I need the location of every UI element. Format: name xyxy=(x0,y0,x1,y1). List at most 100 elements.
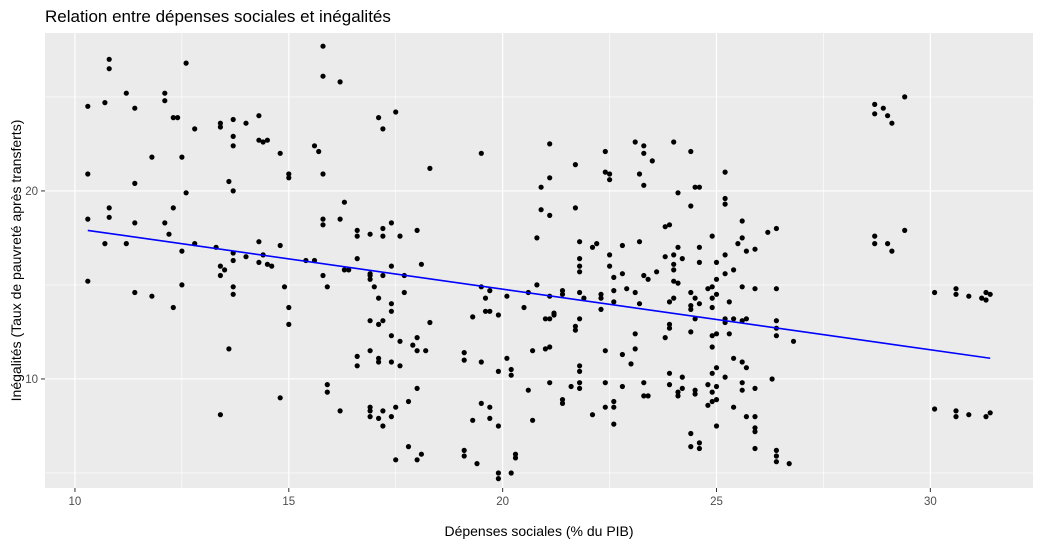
major-gridlines xyxy=(45,33,1033,488)
trend-line xyxy=(87,229,991,360)
data-point xyxy=(102,100,108,106)
data-point xyxy=(405,444,412,450)
data-point xyxy=(666,325,673,331)
data-point xyxy=(410,342,416,348)
data-point xyxy=(85,278,91,284)
data-point xyxy=(149,154,155,160)
data-point xyxy=(106,205,112,211)
data-point xyxy=(902,94,908,100)
data-point xyxy=(662,335,668,341)
data-point xyxy=(217,272,223,279)
x-tick-label: 20 xyxy=(496,496,509,508)
data-point xyxy=(632,289,638,296)
data-point xyxy=(679,256,685,262)
data-point xyxy=(611,398,617,405)
data-point xyxy=(577,380,583,386)
chart-title: Relation entre dépenses sociales et inég… xyxy=(45,7,391,26)
data-point xyxy=(530,348,536,354)
data-point xyxy=(85,103,91,109)
data-point xyxy=(132,289,138,296)
data-point xyxy=(106,214,112,220)
data-point xyxy=(709,333,715,339)
data-point xyxy=(547,141,553,147)
data-point xyxy=(461,357,467,363)
data-point xyxy=(722,201,728,207)
data-point xyxy=(773,459,780,465)
data-point xyxy=(696,259,703,265)
data-point xyxy=(376,359,382,365)
data-point xyxy=(474,461,480,467)
data-point xyxy=(594,241,600,247)
data-point xyxy=(709,295,715,301)
data-point xyxy=(525,387,531,393)
data-point xyxy=(739,380,745,386)
data-point xyxy=(414,457,420,463)
data-point xyxy=(987,291,993,297)
data-point xyxy=(688,444,694,450)
data-point xyxy=(688,329,694,335)
data-point xyxy=(786,461,792,467)
data-point xyxy=(380,233,386,239)
data-point xyxy=(504,355,510,361)
data-point xyxy=(577,289,583,296)
data-point xyxy=(572,327,579,333)
data-point xyxy=(286,171,292,177)
data-point xyxy=(320,43,326,49)
data-point xyxy=(611,299,617,305)
data-point xyxy=(709,389,715,395)
data-point xyxy=(397,363,403,369)
data-point xyxy=(512,455,519,461)
data-point xyxy=(162,90,168,96)
data-point xyxy=(679,374,685,380)
data-point xyxy=(162,98,168,104)
data-point xyxy=(388,308,394,314)
data-point xyxy=(645,393,651,399)
data-point xyxy=(726,299,732,305)
data-point xyxy=(243,120,249,126)
data-point xyxy=(542,316,549,322)
data-point xyxy=(320,272,326,279)
data-point xyxy=(508,470,514,476)
data-point xyxy=(521,304,527,311)
data-point xyxy=(731,404,737,410)
data-point xyxy=(773,447,780,453)
data-point xyxy=(354,353,360,359)
plot-panel xyxy=(45,33,1033,488)
x-axis-label: Dépenses sociales (% du PIB) xyxy=(444,523,633,539)
data-point xyxy=(675,389,681,395)
data-point xyxy=(619,242,626,249)
data-point xyxy=(222,267,228,273)
data-points xyxy=(85,43,993,482)
data-point xyxy=(722,374,728,380)
data-point xyxy=(393,109,399,115)
data-point xyxy=(705,286,711,292)
data-point xyxy=(743,248,750,254)
data-point xyxy=(183,190,189,196)
data-point xyxy=(572,162,579,168)
data-point xyxy=(722,252,728,258)
data-point xyxy=(551,312,557,318)
data-point xyxy=(739,359,745,365)
data-point xyxy=(388,220,394,226)
data-point xyxy=(162,220,168,226)
data-point xyxy=(547,344,553,350)
x-tick-label: 15 xyxy=(282,496,295,508)
data-point xyxy=(367,318,373,324)
data-point xyxy=(671,252,677,258)
data-point xyxy=(508,372,514,378)
data-point xyxy=(538,207,544,213)
data-point xyxy=(726,331,732,337)
data-point xyxy=(722,195,728,202)
data-point xyxy=(773,333,780,339)
data-point xyxy=(175,115,181,121)
data-point xyxy=(705,402,711,408)
data-point xyxy=(559,400,566,406)
data-point xyxy=(666,370,673,376)
data-point xyxy=(230,188,236,194)
data-point xyxy=(495,470,501,476)
data-point xyxy=(769,376,775,382)
data-point xyxy=(572,323,579,329)
data-point xyxy=(885,241,891,247)
data-point xyxy=(641,143,647,149)
data-point xyxy=(534,235,540,241)
